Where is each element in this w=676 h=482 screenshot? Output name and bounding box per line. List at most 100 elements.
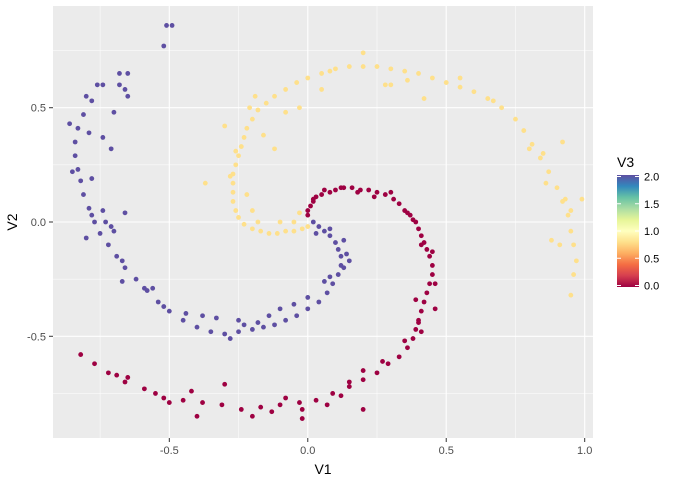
- data-point: [388, 82, 394, 88]
- data-point: [81, 112, 86, 117]
- data-point: [568, 292, 574, 298]
- data-point: [155, 299, 161, 305]
- data-point: [335, 247, 341, 252]
- data-point: [291, 301, 297, 307]
- data-point: [153, 391, 158, 396]
- data-point: [244, 192, 250, 197]
- data-point: [305, 295, 311, 300]
- data-point: [67, 121, 73, 127]
- y-tick-label: 0.5: [31, 103, 46, 115]
- data-point: [241, 322, 247, 328]
- data-point: [299, 416, 305, 421]
- data-point: [396, 201, 402, 207]
- data-point: [457, 75, 463, 81]
- data-point: [208, 329, 214, 335]
- data-point: [166, 400, 172, 405]
- data-point: [324, 402, 330, 408]
- data-point: [161, 43, 167, 49]
- data-point: [272, 93, 277, 99]
- data-point: [249, 226, 255, 232]
- data-point: [125, 93, 131, 99]
- data-point: [341, 265, 347, 271]
- data-point: [382, 82, 388, 88]
- data-point: [222, 331, 228, 337]
- data-point: [374, 189, 380, 195]
- data-point: [549, 237, 554, 243]
- data-point: [330, 281, 336, 287]
- data-point: [72, 139, 78, 145]
- data-point: [119, 279, 125, 284]
- data-point: [366, 187, 372, 193]
- data-point: [341, 237, 347, 243]
- data-point: [69, 169, 75, 175]
- data-point: [421, 96, 427, 101]
- data-point: [117, 71, 122, 76]
- data-point: [283, 395, 289, 401]
- data-point: [294, 313, 300, 319]
- data-point: [560, 139, 565, 145]
- data-point: [261, 324, 266, 330]
- data-point: [568, 208, 574, 213]
- data-point: [141, 386, 147, 392]
- data-point: [554, 185, 560, 191]
- data-point: [108, 224, 114, 229]
- data-point: [117, 82, 122, 88]
- data-point: [416, 71, 421, 76]
- legend-label: 0.0: [644, 281, 659, 293]
- data-point: [299, 407, 305, 412]
- data-point: [418, 233, 424, 239]
- data-point: [396, 354, 402, 360]
- data-point: [81, 192, 86, 197]
- data-point: [283, 317, 289, 323]
- data-point: [485, 96, 491, 101]
- data-point: [283, 87, 289, 92]
- data-point: [277, 402, 283, 408]
- data-point: [233, 162, 239, 168]
- data-point: [272, 146, 277, 152]
- data-point: [421, 299, 427, 305]
- data-point: [418, 329, 424, 335]
- data-point: [266, 231, 272, 236]
- data-point: [319, 87, 325, 92]
- data-point: [443, 80, 449, 85]
- data-point: [72, 153, 78, 159]
- data-point: [255, 320, 261, 325]
- data-point: [238, 144, 244, 149]
- data-point: [103, 219, 109, 225]
- data-point: [180, 397, 186, 403]
- data-point: [238, 407, 244, 412]
- data-point: [194, 413, 200, 419]
- data-point: [244, 125, 250, 131]
- data-point: [429, 263, 435, 268]
- x-axis-title: V1: [314, 461, 331, 477]
- data-point: [360, 64, 366, 69]
- data-point: [92, 361, 97, 367]
- data-point: [321, 279, 327, 284]
- data-point: [330, 391, 336, 396]
- data-point: [427, 253, 433, 259]
- data-point: [573, 258, 579, 264]
- data-point: [385, 361, 391, 367]
- data-point: [294, 80, 300, 85]
- data-point: [471, 89, 477, 95]
- data-point: [308, 203, 313, 209]
- data-point: [429, 272, 435, 277]
- data-point: [114, 253, 120, 259]
- data-point: [490, 98, 496, 104]
- data-point: [327, 189, 333, 195]
- major-gridlines: [53, 6, 593, 438]
- data-point: [255, 107, 261, 113]
- data-point: [562, 196, 568, 202]
- data-point: [333, 240, 338, 245]
- data-point: [405, 210, 410, 216]
- data-point: [429, 249, 435, 255]
- legend-label: 0.5: [644, 253, 659, 265]
- data-point: [316, 299, 322, 305]
- data-point: [86, 205, 92, 211]
- data-point: [227, 173, 233, 179]
- data-point: [230, 199, 236, 204]
- data-point: [189, 388, 194, 394]
- data-point: [360, 377, 366, 383]
- data-point: [230, 189, 236, 195]
